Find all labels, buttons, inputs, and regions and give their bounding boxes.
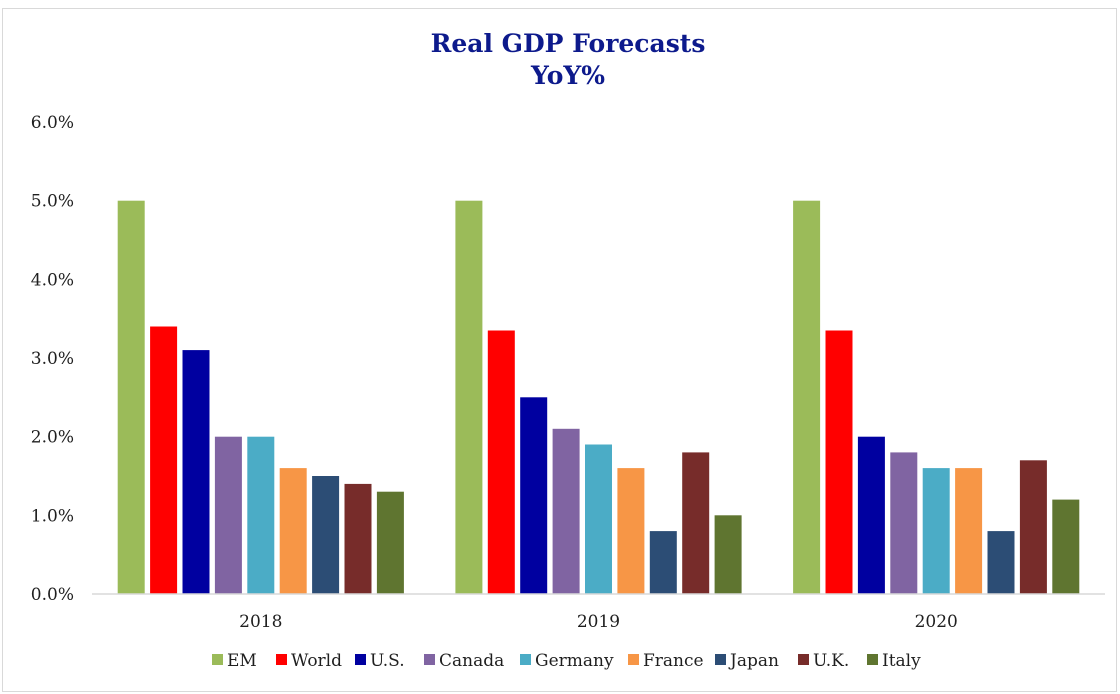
bar-us-2019	[520, 397, 548, 594]
bar-world-2018	[150, 326, 178, 594]
bar-italy-2018	[376, 491, 404, 594]
legend-label: Japan	[728, 651, 779, 671]
legend-label: Italy	[882, 651, 921, 671]
bars	[117, 200, 1080, 594]
legend-swatch	[867, 654, 878, 665]
bar-em-2018	[117, 200, 145, 594]
bar-canada-2020	[890, 452, 918, 594]
legend-swatch	[276, 654, 287, 665]
bar-italy-2020	[1052, 499, 1080, 594]
bar-us-2018	[182, 350, 210, 594]
y-tick-label: 6.0%	[31, 113, 74, 133]
bar-canada-2018	[214, 436, 242, 594]
y-tick-label: 5.0%	[31, 192, 74, 212]
bar-world-2019	[487, 330, 515, 594]
bar-germany-2019	[585, 444, 612, 594]
y-axis: 0.0% 1.0% 2.0% 3.0% 4.0% 5.0% 6.0%	[31, 113, 74, 605]
bar-germany-2018	[247, 436, 275, 594]
y-tick-label: 3.0%	[31, 349, 74, 369]
legend-swatch	[424, 654, 435, 665]
bar-uk-2020	[1019, 460, 1047, 594]
legend-label: Canada	[439, 651, 504, 671]
bar-us-2020	[857, 436, 885, 594]
bar-france-2019	[617, 468, 645, 594]
x-tick-label: 2019	[577, 612, 620, 632]
bar-canada-2019	[552, 428, 580, 594]
chart-subtitle: YoY%	[530, 61, 605, 90]
bar-france-2018	[279, 468, 307, 594]
legend-label: EM	[227, 651, 257, 671]
legend-swatch	[715, 654, 726, 665]
y-tick-label: 0.0%	[31, 585, 74, 605]
legend-label: World	[291, 651, 342, 671]
legend-label: Germany	[535, 651, 614, 671]
legend-swatch	[355, 654, 366, 665]
bar-world-2020	[825, 330, 853, 594]
bar-em-2020	[793, 200, 821, 594]
legend-swatch	[520, 654, 531, 665]
bar-uk-2018	[344, 483, 372, 594]
y-tick-label: 1.0%	[31, 506, 74, 526]
bar-japan-2020	[987, 531, 1015, 594]
y-tick-label: 4.0%	[31, 270, 74, 290]
x-axis: 2018 2019 2020	[239, 612, 958, 632]
bar-japan-2019	[649, 531, 677, 594]
x-tick-label: 2018	[239, 612, 282, 632]
legend-swatch	[798, 654, 809, 665]
legend-label: U.S.	[370, 651, 405, 671]
legend-swatch	[628, 654, 639, 665]
bar-germany-2020	[922, 468, 950, 594]
bar-em-2019	[455, 200, 483, 594]
legend-label: U.K.	[813, 651, 849, 671]
legend-label: France	[643, 651, 704, 671]
legend: EM World U.S. Canada Germany France Japan U.K. I…	[212, 651, 921, 671]
bar-italy-2019	[714, 515, 742, 594]
bar-uk-2019	[682, 452, 710, 594]
chart-title: Real GDP Forecasts	[431, 29, 706, 58]
bar-japan-2018	[312, 476, 340, 594]
bar-france-2020	[955, 468, 983, 594]
legend-swatch	[212, 654, 223, 665]
y-tick-label: 2.0%	[31, 428, 74, 448]
x-tick-label: 2020	[915, 612, 958, 632]
